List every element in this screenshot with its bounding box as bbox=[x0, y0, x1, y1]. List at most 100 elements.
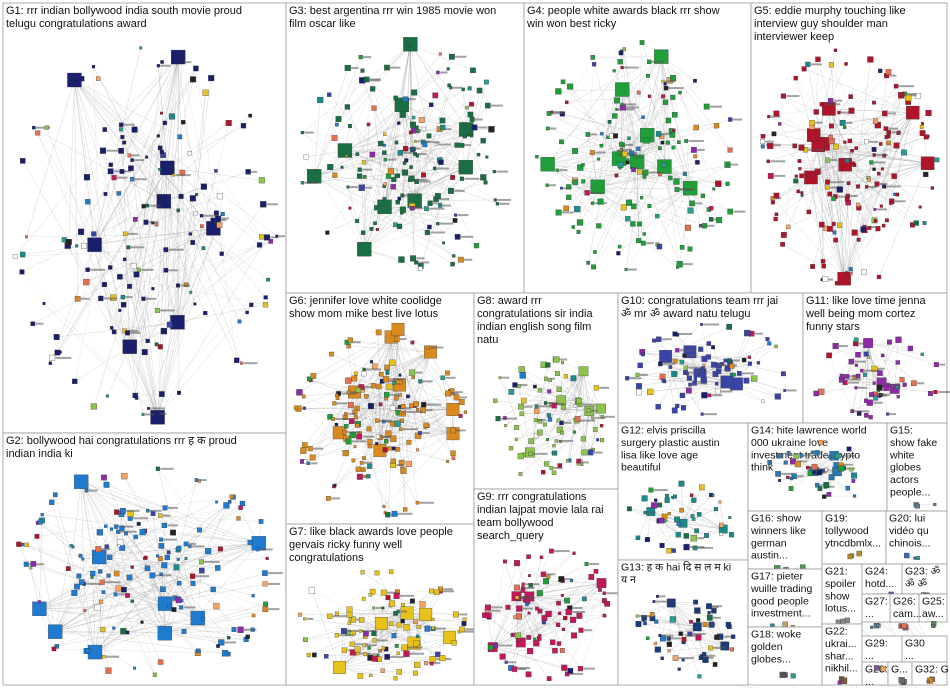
edge bbox=[567, 371, 584, 461]
node-label-mark bbox=[651, 60, 663, 63]
edge bbox=[354, 412, 410, 443]
node bbox=[556, 600, 561, 606]
node bbox=[706, 603, 712, 610]
node bbox=[654, 646, 661, 653]
node bbox=[485, 604, 491, 611]
edge bbox=[381, 623, 450, 638]
group-label-line: show fake bbox=[890, 437, 937, 449]
group-label-line: congratulations sir india bbox=[477, 308, 593, 320]
node bbox=[159, 391, 165, 397]
node-label-mark bbox=[839, 463, 854, 466]
edge bbox=[650, 511, 694, 520]
edge bbox=[314, 614, 426, 656]
group-label-line: G18: woke bbox=[751, 629, 801, 641]
edge bbox=[72, 481, 82, 547]
node-label-mark bbox=[815, 121, 823, 124]
node-label-mark bbox=[713, 646, 728, 649]
node bbox=[824, 468, 828, 472]
edge bbox=[339, 642, 455, 668]
node bbox=[469, 117, 475, 122]
edge bbox=[344, 407, 403, 433]
node bbox=[200, 183, 207, 190]
edge bbox=[365, 612, 408, 655]
edge bbox=[121, 129, 214, 229]
edge bbox=[314, 176, 453, 265]
edge bbox=[844, 164, 851, 270]
edge bbox=[827, 181, 898, 195]
hub-node bbox=[654, 49, 669, 64]
node bbox=[675, 348, 680, 353]
node bbox=[537, 608, 543, 614]
node bbox=[114, 509, 120, 515]
node bbox=[556, 386, 562, 392]
node-label-mark bbox=[697, 546, 714, 549]
node bbox=[423, 422, 429, 428]
node bbox=[626, 506, 632, 512]
edge bbox=[74, 79, 154, 289]
edge bbox=[177, 213, 196, 323]
node bbox=[712, 662, 718, 667]
node bbox=[332, 172, 338, 178]
node-label-mark bbox=[590, 133, 597, 136]
node bbox=[476, 87, 483, 94]
node bbox=[418, 266, 423, 271]
node bbox=[258, 177, 265, 184]
node bbox=[671, 407, 678, 414]
node bbox=[786, 475, 790, 480]
edge bbox=[94, 244, 144, 299]
node bbox=[356, 173, 363, 179]
node bbox=[719, 522, 724, 528]
node-label-mark bbox=[625, 143, 634, 146]
edge bbox=[867, 343, 875, 384]
node bbox=[882, 184, 887, 189]
node bbox=[424, 625, 431, 632]
node bbox=[520, 588, 526, 593]
node bbox=[210, 586, 216, 593]
node-label-mark bbox=[387, 591, 398, 594]
edge bbox=[618, 188, 691, 254]
node-label-mark bbox=[105, 655, 120, 658]
node bbox=[702, 621, 708, 627]
node bbox=[376, 653, 380, 657]
node bbox=[920, 352, 924, 356]
node-label-mark bbox=[627, 268, 637, 271]
edge bbox=[664, 80, 671, 167]
node bbox=[847, 138, 853, 144]
hub-node bbox=[596, 578, 607, 588]
edge bbox=[829, 342, 869, 356]
edge bbox=[94, 607, 182, 653]
node-label-mark bbox=[389, 393, 401, 396]
node bbox=[362, 160, 367, 165]
node bbox=[660, 656, 664, 661]
node bbox=[703, 103, 710, 110]
node bbox=[240, 123, 247, 129]
node-label-mark bbox=[820, 469, 829, 472]
edge bbox=[697, 626, 702, 656]
edge bbox=[681, 483, 684, 524]
edge bbox=[157, 218, 219, 418]
node bbox=[681, 658, 685, 662]
node bbox=[680, 405, 687, 411]
node bbox=[431, 626, 435, 630]
node bbox=[570, 375, 577, 382]
node-label-mark bbox=[661, 132, 673, 135]
edge bbox=[558, 89, 623, 92]
node bbox=[546, 126, 550, 131]
node bbox=[105, 667, 112, 674]
edge bbox=[129, 57, 179, 347]
node-label-mark bbox=[594, 416, 606, 419]
node-label-mark bbox=[677, 332, 693, 335]
node bbox=[636, 389, 642, 396]
group-nodes bbox=[493, 356, 615, 476]
edge bbox=[379, 398, 387, 451]
node bbox=[167, 604, 172, 609]
node bbox=[421, 126, 427, 132]
node bbox=[400, 404, 406, 409]
node bbox=[528, 583, 533, 588]
node-label-mark bbox=[439, 222, 454, 225]
node bbox=[527, 611, 531, 615]
node bbox=[122, 257, 127, 262]
node bbox=[838, 465, 845, 472]
node bbox=[120, 507, 126, 514]
node bbox=[476, 152, 481, 157]
